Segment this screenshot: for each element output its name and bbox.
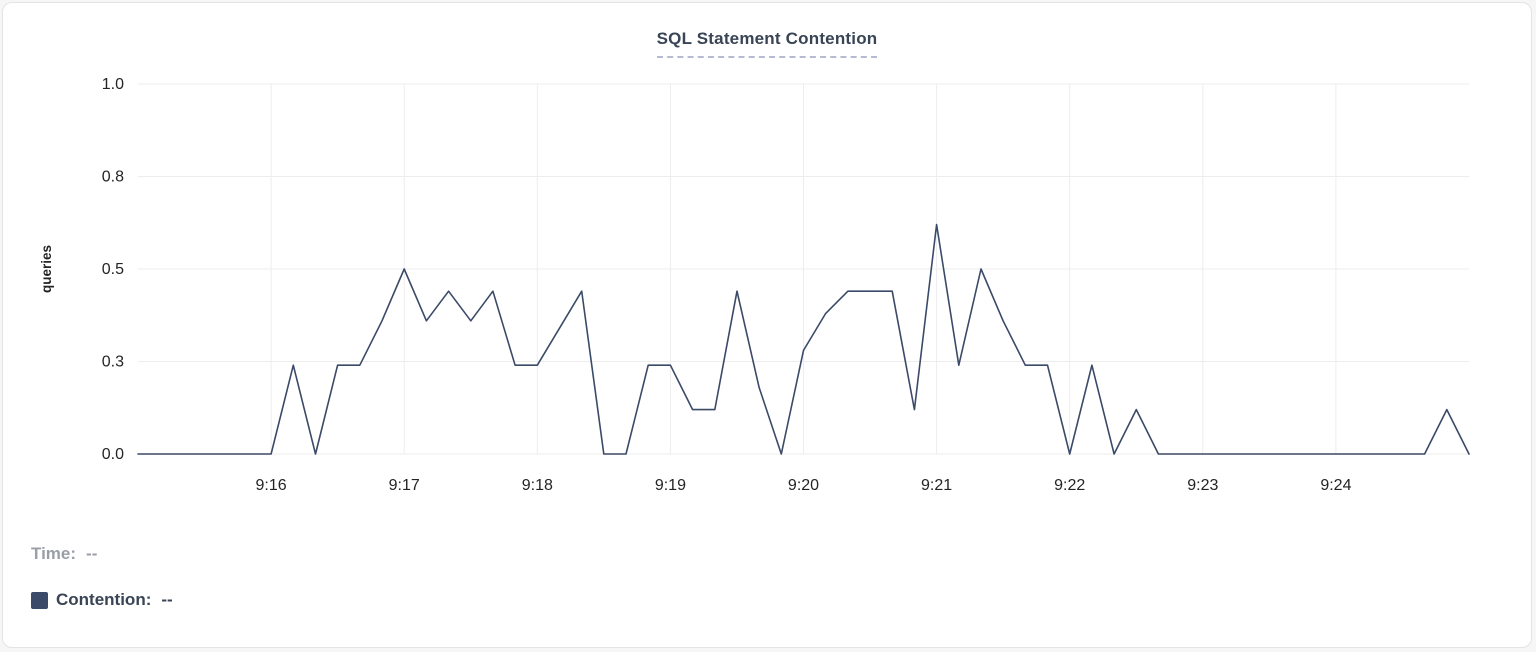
legend-contention-label: Contention: (56, 590, 152, 609)
chart-legend: Time: -- Contention: -- (31, 543, 173, 635)
chart-title-wrap: SQL Statement Contention (3, 29, 1531, 58)
svg-text:9:23: 9:23 (1187, 477, 1218, 494)
svg-text:0.8: 0.8 (102, 169, 124, 186)
svg-text:9:20: 9:20 (788, 477, 819, 494)
line-chart-svg[interactable]: 0.0 0.3 0.5 0.8 1.0 9:16 9:17 9:18 9:19 9:20 9:21 9… (3, 61, 1525, 511)
svg-text:9:19: 9:19 (655, 477, 686, 494)
svg-text:9:22: 9:22 (1054, 477, 1085, 494)
svg-text:9:16: 9:16 (256, 477, 287, 494)
legend-time-label: Time: (31, 544, 77, 563)
svg-text:0.0: 0.0 (102, 446, 124, 463)
legend-row-time: Time: -- (31, 543, 173, 565)
legend-time-value: -- (86, 544, 98, 563)
svg-text:9:18: 9:18 (522, 477, 553, 494)
legend-row-contention: Contention: -- (31, 589, 173, 611)
contention-line-chart[interactable]: 0.0 0.3 0.5 0.8 1.0 9:16 9:17 9:18 9:19 9:20 9:21 9… (3, 61, 1525, 511)
svg-text:9:17: 9:17 (389, 477, 420, 494)
svg-text:0.3: 0.3 (102, 354, 124, 371)
svg-text:0.5: 0.5 (102, 261, 124, 278)
svg-text:9:24: 9:24 (1320, 477, 1351, 494)
legend-contention-value: -- (161, 590, 173, 609)
svg-text:1.0: 1.0 (102, 76, 124, 93)
chart-title[interactable]: SQL Statement Contention (656, 29, 878, 58)
y-axis-label: queries (39, 245, 54, 293)
contention-series-swatch (31, 591, 48, 609)
svg-text:9:21: 9:21 (921, 477, 952, 494)
